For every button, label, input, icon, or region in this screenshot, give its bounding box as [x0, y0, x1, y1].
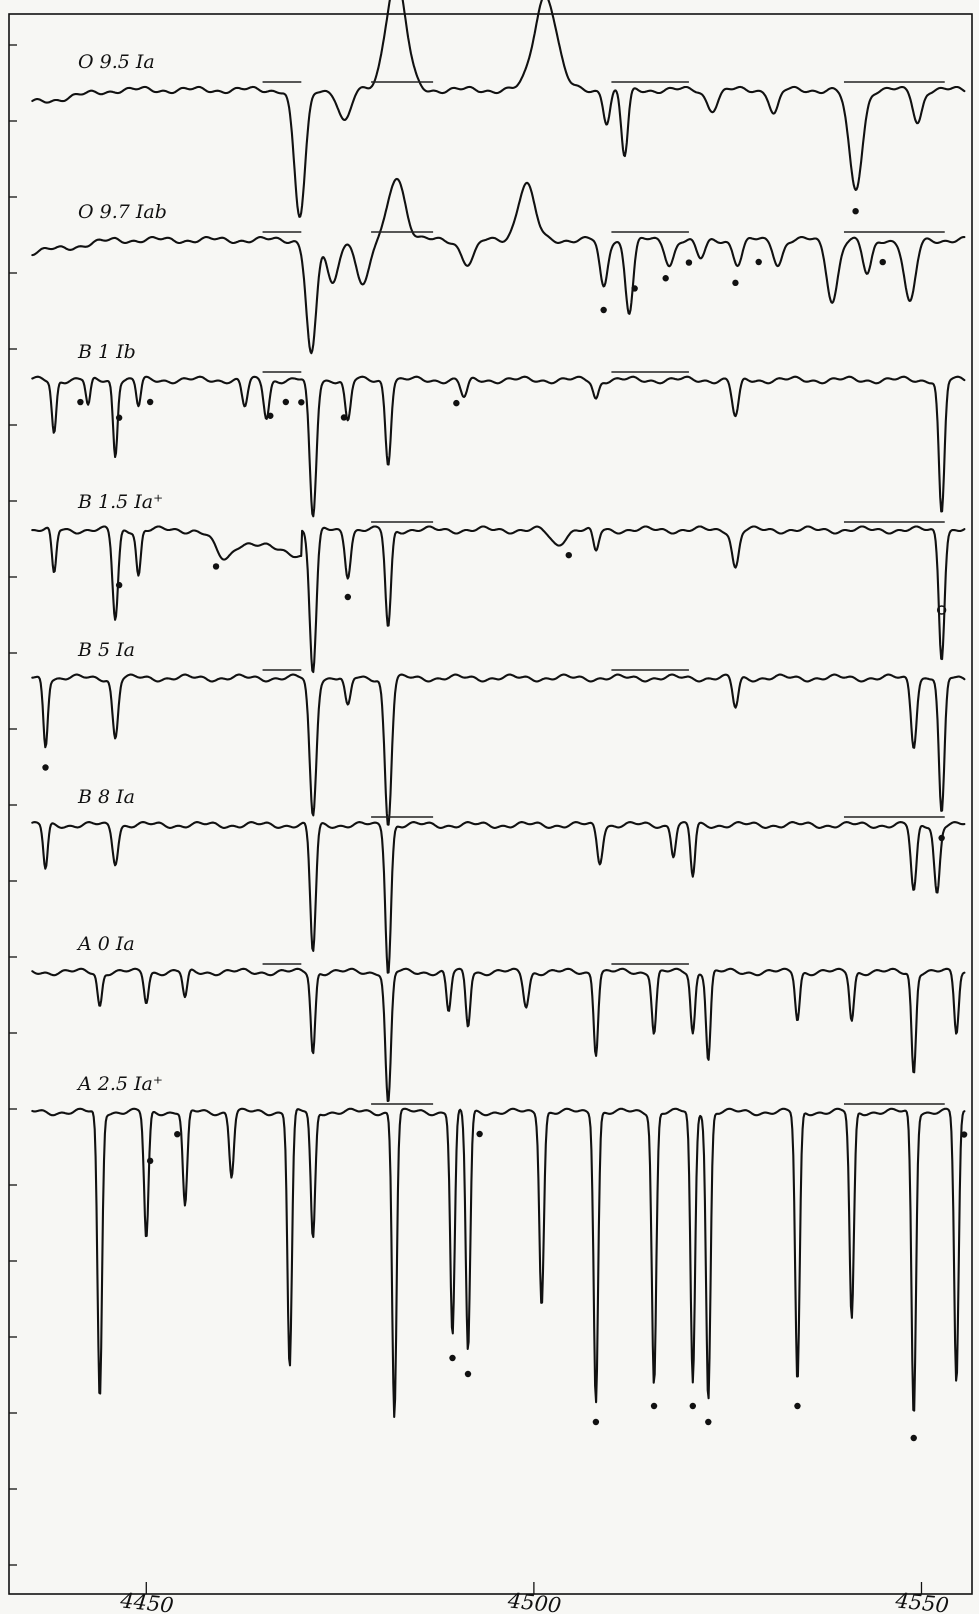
- x-tick-label: 4450: [118, 1588, 175, 1614]
- spectrum-line: [31, 1107, 966, 1419]
- series-label: B 5 Ia: [77, 639, 135, 661]
- series-label: B 1 Ib: [77, 341, 136, 363]
- line-id-dot: [732, 279, 739, 287]
- line-id-dot: [631, 285, 638, 292]
- series-label: B 8 Ia: [77, 786, 135, 808]
- line-id-dot: [662, 275, 669, 282]
- line-id-dot: [852, 208, 859, 215]
- spectrum-line: [31, 0, 966, 218]
- line-id-dot: [146, 1157, 154, 1165]
- line-id-dot: [476, 1130, 483, 1138]
- spectrum-line: [31, 375, 966, 518]
- series-label: A 2.5 Ia⁺: [76, 1073, 163, 1095]
- line-id-dot: [650, 1402, 658, 1410]
- series-label: O 9.5 Ia: [78, 51, 155, 73]
- spectrum-line: [31, 967, 966, 1103]
- line-id-dot: [340, 414, 348, 421]
- spectrum: B 8 Ia: [31, 786, 966, 974]
- plot-frame: [8, 13, 973, 1595]
- x-tick-label: 4500: [506, 1588, 563, 1614]
- spectrum: A 0 Ia: [31, 933, 966, 1103]
- line-id-dot: [282, 398, 290, 406]
- spectrum-line: [31, 177, 966, 355]
- spectra-series: O 9.5 Ia O 9.7 Iab B 1 Ib B 1.5 Ia⁺ B 5 Ia B …: [31, 0, 968, 1442]
- line-id-dot: [267, 412, 274, 419]
- spectrum: O 9.5 Ia: [31, 0, 966, 218]
- line-id-dot: [449, 1354, 456, 1362]
- line-id-dot: [794, 1402, 801, 1410]
- line-id-dot: [146, 398, 154, 406]
- line-id-dot: [910, 1434, 917, 1442]
- line-id-dot: [464, 1370, 472, 1378]
- spectrum: O 9.7 Iab: [31, 177, 966, 355]
- line-id-dot: [453, 399, 460, 407]
- line-id-dot: [77, 398, 84, 406]
- left-tick-marks: [9, 44, 17, 1566]
- spectrum: A 2.5 Ia⁺: [31, 1073, 968, 1442]
- series-label: O 9.7 Iab: [78, 201, 167, 223]
- series-label: A 0 Ia: [76, 933, 135, 955]
- line-id-dot: [212, 563, 220, 570]
- line-id-dot: [115, 581, 123, 589]
- series-label: B 1.5 Ia⁺: [77, 491, 163, 513]
- line-id-dot: [755, 258, 762, 266]
- spectrum-line: [31, 525, 966, 674]
- x-axis: 4450 4500 4550: [118, 1582, 950, 1614]
- spectrum: B 1 Ib: [31, 341, 966, 518]
- line-id-dot: [298, 399, 305, 406]
- line-id-dot: [705, 1418, 712, 1426]
- line-id-dot: [685, 259, 693, 266]
- spectrum: B 5 Ia: [31, 639, 966, 842]
- spectrum: B 1.5 Ia⁺: [31, 491, 966, 674]
- line-id-dot: [592, 1418, 600, 1426]
- x-tick-label: 4550: [893, 1588, 950, 1614]
- line-id-open-dot: [936, 605, 947, 615]
- line-id-dot: [960, 1131, 968, 1138]
- line-id-dot: [565, 551, 572, 559]
- line-id-dot: [174, 1130, 181, 1138]
- line-id-dot: [600, 306, 607, 314]
- line-id-dot: [879, 258, 886, 266]
- spectrum-line: [31, 821, 966, 974]
- line-id-dot: [689, 1402, 697, 1410]
- line-id-dot: [344, 593, 352, 601]
- spectrum-line: [31, 673, 966, 826]
- line-id-dot: [42, 764, 49, 771]
- line-id-dot: [115, 414, 123, 421]
